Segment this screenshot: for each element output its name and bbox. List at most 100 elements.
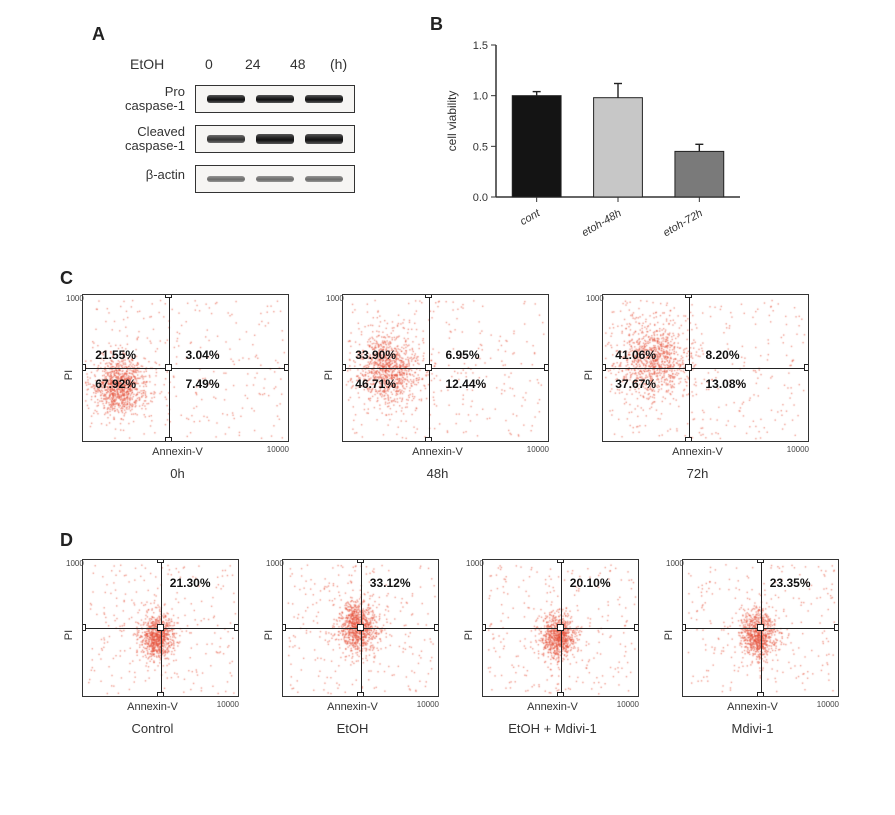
fc-plot-sublabel: EtOH [260, 721, 445, 736]
fc-plot-sublabel: 0h [60, 466, 295, 481]
fc-x-tick: 10000 [267, 445, 289, 454]
wb-band [207, 176, 245, 182]
svg-text:1.0: 1.0 [473, 91, 488, 103]
wb-band [305, 176, 343, 182]
wb-timepoint-1: 24 [245, 56, 261, 72]
wb-row-2 [195, 165, 355, 193]
fc-gate-handle [425, 437, 432, 442]
fc-frame: 20.10% [482, 559, 639, 697]
fc-quadrant-value: 6.95% [446, 348, 480, 362]
fc-y-tick: 1000 [66, 559, 84, 568]
fc-y-axis-label: PI [463, 630, 475, 640]
fc-quadrant-value: 8.20% [706, 348, 740, 362]
wb-row-label-0a: Pro [165, 84, 185, 99]
fc-gate-handle [685, 364, 692, 371]
fc-gate-handle [165, 437, 172, 442]
svg-text:0.0: 0.0 [473, 192, 488, 204]
fc-quadrant-value: 67.92% [95, 377, 136, 391]
wb-row-0 [195, 85, 355, 113]
panel-b-bar-chart: 0.00.51.01.5cell viabilitycontetoh-48het… [440, 35, 750, 245]
fc-gate-handle [234, 624, 239, 631]
svg-text:etoh-72h: etoh-72h [661, 207, 705, 239]
flow-cytometry-plot: PI33.90%6.95%46.71%12.44%Annexin-V100001… [320, 290, 555, 460]
flow-cytometry-plot: PI33.12%Annexin-V100001000EtOH [260, 555, 445, 715]
fc-y-axis-label: PI [583, 370, 595, 380]
fc-gate-handle [757, 559, 764, 563]
fc-frame: 21.30% [82, 559, 239, 697]
fc-gate-handle [482, 624, 486, 631]
wb-band [207, 135, 245, 143]
fc-gate-handle [757, 692, 764, 697]
fc-gate-handle [157, 624, 164, 631]
fc-frame: 33.90% 6.95% 46.71% 12.44% [342, 294, 549, 442]
svg-text:cell viability: cell viability [445, 91, 459, 152]
fc-y-axis-label: PI [63, 630, 75, 640]
wb-row-label-2a: β-actin [146, 167, 185, 182]
wb-band [207, 95, 245, 103]
fc-quadrant-value: 23.35% [770, 576, 811, 590]
fc-y-axis-label: PI [263, 630, 275, 640]
panel-label-b: B [430, 14, 443, 35]
panel-a-western-blot: EtOH 0 24 48 (h) Pro caspase-1 Cleaved c… [100, 50, 430, 225]
fc-x-tick: 10000 [417, 700, 439, 709]
fc-plot-sublabel: Mdivi-1 [660, 721, 845, 736]
fc-gate-handle [282, 624, 286, 631]
flow-cytometry-plot: PI20.10%Annexin-V100001000EtOH + Mdivi-1 [460, 555, 645, 715]
fc-gate-horizontal [83, 368, 288, 369]
wb-row-label-1b: caspase-1 [125, 138, 185, 153]
wb-treatment-label: EtOH [130, 56, 164, 72]
bar-chart-svg: 0.00.51.01.5cell viabilitycontetoh-48het… [440, 35, 750, 245]
wb-row-1 [195, 125, 355, 153]
fc-quadrant-value: 33.12% [370, 576, 411, 590]
wb-band [305, 95, 343, 103]
fc-y-tick: 1000 [666, 559, 684, 568]
fc-frame: 23.35% [682, 559, 839, 697]
fc-gate-handle [357, 559, 364, 563]
fc-gate-handle [685, 437, 692, 442]
fc-gate-handle [425, 364, 432, 371]
fc-frame: 21.55%3.04%67.92%7.49% [82, 294, 289, 442]
fc-gate-handle [634, 624, 639, 631]
fc-gate-horizontal [343, 368, 548, 369]
fc-gate-horizontal [603, 368, 808, 369]
fc-quadrant-value: 20.10% [570, 576, 611, 590]
fc-quadrant-value: 12.44% [446, 377, 487, 391]
fc-frame: 33.12% [282, 559, 439, 697]
fc-gate-handle [165, 294, 172, 298]
fc-gate-handle [682, 624, 686, 631]
wb-band [305, 134, 343, 144]
fc-quadrant-value: 37.67% [615, 377, 656, 391]
panel-d-flow-cytometry: PI21.30%Annexin-V100001000ControlPI33.12… [60, 555, 860, 785]
fc-gate-handle [685, 294, 692, 298]
fc-y-axis-label: PI [63, 370, 75, 380]
wb-row-label-2: β-actin [100, 168, 185, 182]
fc-quadrant-value: 13.08% [706, 377, 747, 391]
fc-gate-handle [284, 364, 289, 371]
fc-gate-handle [557, 559, 564, 563]
fc-frame: 41.06% 8.20% 37.67% 13.08% [602, 294, 809, 442]
fc-gate-handle [82, 364, 86, 371]
fc-plot-sublabel: 72h [580, 466, 815, 481]
fc-x-axis-label: Annexin-V [60, 446, 295, 458]
fc-y-axis-label: PI [663, 630, 675, 640]
panel-label-d: D [60, 530, 73, 551]
wb-unit-label: (h) [330, 56, 347, 72]
fc-gate-handle [342, 364, 346, 371]
fc-quadrant-value: 3.04% [186, 348, 220, 362]
fc-x-tick: 10000 [617, 700, 639, 709]
wb-band [256, 176, 294, 182]
fc-gate-handle [82, 624, 86, 631]
fc-gate-handle [557, 692, 564, 697]
fc-gate-handle [757, 624, 764, 631]
fc-x-axis-label: Annexin-V [320, 446, 555, 458]
flow-cytometry-plot: PI23.35%Annexin-V100001000Mdivi-1 [660, 555, 845, 715]
fc-x-tick: 10000 [817, 700, 839, 709]
fc-quadrant-value: 33.90% [355, 348, 396, 362]
fc-quadrant-value: 41.06% [615, 348, 656, 362]
fc-gate-handle [557, 624, 564, 631]
fc-gate-handle [834, 624, 839, 631]
flow-cytometry-plot: PI21.55%3.04%67.92%7.49%Annexin-V1000010… [60, 290, 295, 460]
fc-quadrant-value: 46.71% [355, 377, 396, 391]
fc-gate-handle [602, 364, 606, 371]
fc-y-tick: 1000 [326, 294, 344, 303]
